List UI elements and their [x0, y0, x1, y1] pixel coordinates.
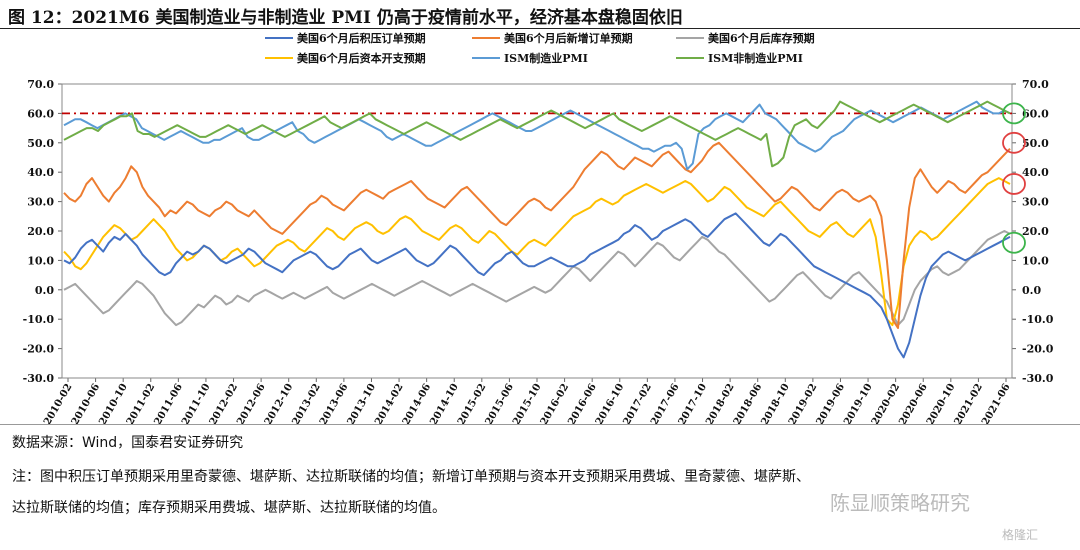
highlight-circle-nonmfg [1002, 102, 1026, 125]
x-tick-label: 2014-10 [428, 382, 460, 424]
highlight-circle-new-orders [1002, 131, 1026, 154]
y-axis-right: 70.0 60.0 50.0 40.0 30.0 20.0 10.0 0.0 -10.0 -20.… [1012, 78, 1054, 385]
x-tick-label: 2016-06 [566, 382, 598, 424]
y-tick-label-right: -10.0 [1022, 313, 1054, 326]
x-tick-label: 2011-06 [152, 382, 184, 424]
plot-area [61, 83, 1026, 379]
series-line-ism_nonmfg [63, 100, 1011, 168]
x-tick-label: 2019-10 [842, 382, 874, 424]
y-tick-label-left: -30.0 [23, 372, 55, 385]
x-tick-label: 2011-10 [180, 382, 212, 424]
x-tick-label: 2016-10 [594, 382, 626, 424]
highlight-circle-capex [1002, 173, 1026, 195]
y-tick-label-right: 40.0 [1022, 166, 1049, 179]
plot-frame [61, 83, 1013, 379]
x-tick-label: 2010-06 [70, 382, 102, 424]
y-tick-label-right: -20.0 [1022, 343, 1054, 356]
x-tick-label: 2014-06 [401, 382, 433, 424]
y-tick-label-left: 50.0 [27, 137, 54, 150]
y-tick-label-right: -30.0 [1022, 372, 1054, 385]
x-tick-label: 2014-02 [373, 382, 405, 424]
y-tick-label-right: 50.0 [1022, 137, 1049, 150]
x-tick-label: 2010-10 [97, 382, 129, 424]
x-tick-label: 2016-02 [539, 382, 571, 424]
x-tick-label: 2020-10 [925, 382, 957, 424]
x-tick-label: 2017-10 [677, 382, 709, 424]
legend-label-inventory: 美国6个月后库存预期 [708, 31, 815, 45]
x-tick-label: 2018-06 [732, 382, 764, 424]
y-axis-left: 70.0 60.0 50.0 40.0 30.0 20.0 10.0 0.0 -10.0 -20.… [23, 78, 62, 385]
x-tick-label: 2021-02 [953, 382, 985, 424]
x-tick-label: 2019-02 [787, 382, 819, 424]
series-line-ism_mfg [63, 100, 1011, 171]
legend-label-ism_nonmfg: ISM非制造业PMI [708, 51, 803, 65]
chart-legend: 美国6个月后积压订单预期 美国6个月后新增订单预期 美国6个月后库存预期美国6个月后… [265, 31, 815, 65]
watermark-text: 陈显顺策略研究 [830, 491, 970, 515]
x-tick-label: 2017-06 [649, 382, 681, 424]
y-tick-label-right: 20.0 [1022, 225, 1049, 238]
y-tick-label-left: 30.0 [27, 196, 54, 209]
y-tick-label-left: 20.0 [27, 225, 54, 238]
x-tick-label: 2013-10 [346, 382, 378, 424]
y-tick-label-left: 60.0 [27, 107, 54, 120]
legend-label-capex: 美国6个月后资本开支预期 [297, 51, 426, 65]
y-tick-label-right: 0.0 [1022, 284, 1041, 297]
y-tick-label-left: 70.0 [27, 78, 54, 91]
highlight-circle-backlog [1002, 231, 1026, 254]
x-tick-label: 2015-06 [484, 382, 516, 424]
y-tick-label-right: 30.0 [1022, 196, 1049, 209]
x-tick-label: 2013-06 [318, 382, 350, 424]
x-tick-label: 2011-02 [125, 382, 157, 424]
y-tick-label-right: 70.0 [1022, 78, 1049, 91]
x-tick-label: 2018-02 [704, 382, 736, 424]
footnote-line-2: 达拉斯联储的均值；库存预期采用费城、堪萨斯、达拉斯联储的均值。 [12, 500, 446, 516]
legend-label-new_orders: 美国6个月后新增订单预期 [504, 31, 633, 45]
title-bar: 图 12：2021M6 美国制造业与非制造业 PMI 仍高于疫情前水平，经济基本… [0, 0, 1080, 29]
y-tick-label-left: 40.0 [27, 166, 54, 179]
x-tick-label: 2015-02 [456, 382, 488, 424]
x-tick-label: 2012-06 [235, 382, 267, 424]
source-note: 数据来源：Wind，国泰君安证券研究 [12, 435, 244, 451]
watermark-logo: 格隆汇 [1002, 528, 1039, 542]
legend-label-backlog: 美国6个月后积压订单预期 [297, 31, 426, 45]
x-axis: 2010-022010-062010-102011-022011-062011-… [42, 378, 1013, 424]
series-line-new_orders [63, 141, 1011, 329]
y-tick-label-right: 60.0 [1022, 107, 1049, 120]
y-tick-label-left: 0.0 [35, 284, 54, 297]
y-tick-label-left: -10.0 [23, 313, 55, 326]
x-tick-label: 2020-06 [897, 382, 929, 424]
x-tick-label: 2013-02 [290, 382, 322, 424]
figure-title: 图 12：2021M6 美国制造业与非制造业 PMI 仍高于疫情前水平，经济基本… [8, 8, 683, 28]
y-tick-label-left: 10.0 [27, 254, 54, 267]
series-line-inventory [63, 230, 1011, 327]
y-tick-label-left: -20.0 [23, 343, 55, 356]
x-tick-label: 2012-10 [263, 382, 295, 424]
x-tick-label: 2021-06 [980, 382, 1012, 424]
x-tick-label: 2010-02 [42, 382, 74, 424]
x-tick-label: 2018-10 [759, 382, 791, 424]
pmi-line-chart: 美国6个月后积压订单预期 美国6个月后新增订单预期 美国6个月后库存预期美国6个月后… [23, 31, 1054, 424]
x-tick-label: 2017-02 [621, 382, 653, 424]
x-tick-label: 2019-06 [815, 382, 847, 424]
legend-label-ism_mfg: ISM制造业PMI [504, 51, 588, 65]
y-tick-label-right: 10.0 [1022, 254, 1049, 267]
x-tick-label: 2012-02 [208, 382, 240, 424]
x-tick-label: 2020-02 [870, 382, 902, 424]
x-tick-label: 2015-10 [511, 382, 543, 424]
footer-divider [0, 424, 1080, 425]
footnote-line-1: 注：图中积压订单预期采用里奇蒙德、堪萨斯、达拉斯联储的均值；新增订单预期与资本开… [12, 469, 810, 485]
series-line-backlog [63, 212, 1011, 359]
